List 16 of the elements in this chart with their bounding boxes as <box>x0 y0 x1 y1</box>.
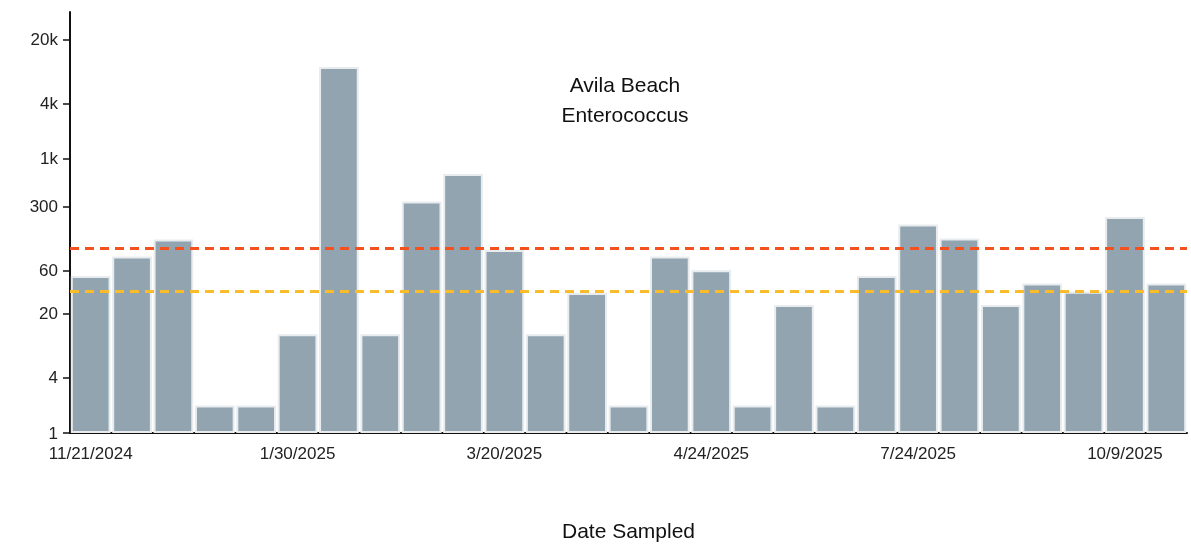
y-tick-label: 4 <box>48 368 58 388</box>
x-tick-label: 7/24/2025 <box>880 444 956 463</box>
y-tick-label: 4k <box>40 93 59 113</box>
x-tick-label: 10/9/2025 <box>1087 444 1163 463</box>
x-tick-label: 1/30/2025 <box>259 444 336 463</box>
x-axis-title: Date Sampled <box>561 519 696 542</box>
y-tick-label: 20k <box>30 30 59 50</box>
y-tick-label: 1k <box>40 149 59 169</box>
y-tick-label: 20 <box>39 304 58 324</box>
y-tick-label: 300 <box>29 196 58 216</box>
text: Avila Beach Enterococcus <box>561 72 689 126</box>
y-tick-label: 60 <box>39 260 58 280</box>
x-tick-label: 3/20/2025 <box>466 444 543 463</box>
y-tick-label: 1 <box>48 423 58 443</box>
x-tick-label: 11/21/2024 <box>48 444 133 463</box>
x-tick-label: 4/24/2025 <box>673 444 750 463</box>
